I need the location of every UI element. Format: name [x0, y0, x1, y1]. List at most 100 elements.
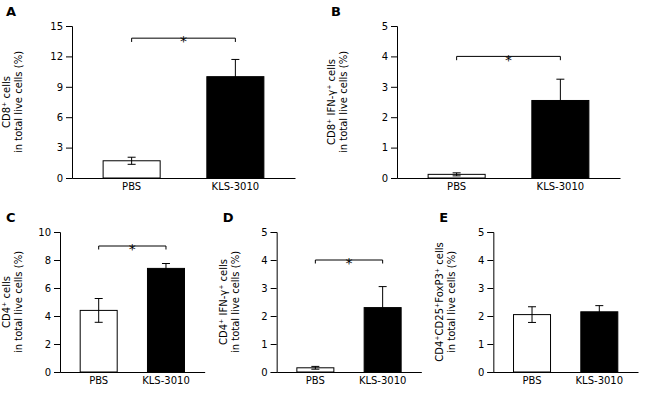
x-tick-label: KLS-3010 [212, 181, 260, 192]
y-tick-mark [391, 87, 397, 88]
y-tick-mark [391, 148, 397, 149]
panel-label: E [439, 210, 448, 225]
panel: 0246810PBSKLS-3010CD4⁺ cellsin total liv… [1, 227, 205, 386]
panel-label: D [223, 210, 234, 225]
panel: 012345PBSKLS-3010CD8⁺ IFN-γ⁺ cellsin tot… [326, 21, 621, 192]
y-axis: 03691215 [50, 21, 72, 184]
y-tick: 10 [38, 227, 60, 238]
y-tick-mark [487, 344, 493, 345]
y-axis: 012345 [261, 227, 277, 378]
x-tick: PBS [522, 375, 541, 386]
y-tick-label: 4 [382, 51, 388, 62]
error-bar-stem [599, 306, 600, 318]
annotations: * [132, 33, 236, 49]
panel: 012345PBSKLS-3010CD4⁺CD25⁺FoxP3⁺ cellsin… [434, 227, 638, 386]
axis-line [487, 233, 494, 373]
y-tick-label: 0 [45, 367, 51, 378]
y-tick-mark [487, 288, 493, 289]
error-bar-cap [231, 59, 239, 60]
significance-text: * [346, 255, 353, 271]
y-axis-label-line: in total live cells (%) [13, 51, 24, 153]
y-tick: 1 [478, 339, 493, 350]
y-tick: 3 [382, 82, 397, 93]
y-tick-mark [271, 344, 277, 345]
plot-area [80, 264, 184, 373]
y-tick-mark [487, 372, 493, 373]
y-axis-label-line: in total live cells (%) [446, 251, 457, 353]
y-tick-mark [487, 316, 493, 317]
error-bar [311, 366, 319, 369]
error-bar [231, 59, 239, 93]
significance-text: * [505, 52, 512, 68]
y-tick-mark [54, 316, 60, 317]
x-tick: KLS-3010 [359, 375, 407, 386]
x-axis: PBS KLS-3010 [73, 179, 296, 193]
x-tick-label: PBS [447, 181, 466, 192]
error-bar [556, 79, 564, 122]
plot-area [297, 287, 401, 372]
y-tick-label: 5 [478, 227, 484, 238]
y-axis-label-line: CD4⁺CD25⁺FoxP3⁺ cells [434, 242, 445, 361]
y-tick: 0 [478, 367, 493, 378]
error-bar-cap [595, 317, 603, 318]
error-bar-cap [556, 121, 564, 122]
error-bar-cap [379, 328, 387, 329]
y-tick: 2 [382, 112, 397, 123]
y-tick: 4 [45, 311, 60, 322]
y-tick-label: 3 [382, 82, 388, 93]
x-tick-label: PBS [306, 375, 325, 386]
y-tick-mark [487, 260, 493, 261]
y-tick: 3 [57, 142, 72, 153]
error-bar [453, 173, 461, 176]
y-axis-label: CD4⁺ cellsin total live cells (%) [1, 251, 24, 353]
y-tick-label: 0 [478, 367, 484, 378]
y-tick: 4 [478, 255, 493, 266]
x-tick-label: KLS-3010 [576, 375, 624, 386]
axis-line [54, 233, 61, 373]
significance-text: * [129, 241, 136, 257]
error-bar [528, 307, 536, 323]
y-tick-mark [271, 260, 277, 261]
error-bar-cap [311, 369, 319, 370]
y-tick-label: 4 [261, 255, 267, 266]
y-tick-label: 3 [478, 283, 484, 294]
y-tick: 0 [382, 173, 397, 184]
annotations: * [315, 255, 382, 271]
y-axis-label-line: CD4⁺ IFN-γ⁺ cells [218, 259, 229, 345]
y-tick: 0 [45, 367, 60, 378]
y-tick-label: 12 [50, 51, 63, 62]
plot-area [428, 79, 589, 178]
y-tick-label: 0 [382, 173, 388, 184]
y-tick: 0 [57, 173, 72, 184]
y-tick-label: 15 [50, 21, 63, 32]
error-bar-cap [311, 366, 319, 367]
plot-area [103, 59, 264, 178]
y-axis-label-line: CD8⁺ IFN-γ⁺ cells [326, 59, 337, 145]
y-tick-label: 3 [261, 283, 267, 294]
x-axis: PBS KLS-3010 [398, 179, 621, 193]
y-tick: 5 [261, 227, 276, 238]
x-tick-label: PBS [122, 181, 141, 192]
y-tick-mark [54, 288, 60, 289]
y-tick-mark [271, 288, 277, 289]
y-tick-mark [54, 344, 60, 345]
x-tick: PBS [122, 181, 141, 192]
y-tick: 4 [261, 255, 276, 266]
y-axis-label: CD4⁺CD25⁺FoxP3⁺ cellsin total live cells… [434, 242, 457, 361]
annotations: * [457, 52, 561, 68]
error-bar-cap [379, 286, 387, 287]
figure: 03691215PBSKLS-3010CD8⁺ cellsin total li… [0, 0, 650, 401]
x-tick-label: PBS [89, 375, 108, 386]
error-bar [128, 157, 136, 164]
bar [581, 312, 618, 372]
x-axis: PBSKLS-3010 [61, 373, 206, 387]
y-tick-label: 8 [45, 255, 51, 266]
y-tick: 3 [261, 283, 276, 294]
y-tick: 12 [50, 51, 72, 62]
panel-label: A [6, 4, 16, 19]
y-tick-mark [271, 316, 277, 317]
error-bar-cap [528, 322, 536, 323]
y-axis-label-line: CD4⁺ cells [1, 276, 12, 328]
y-axis-label-line: in total live cells (%) [338, 51, 349, 153]
x-tick: KLS-3010 [537, 181, 585, 192]
